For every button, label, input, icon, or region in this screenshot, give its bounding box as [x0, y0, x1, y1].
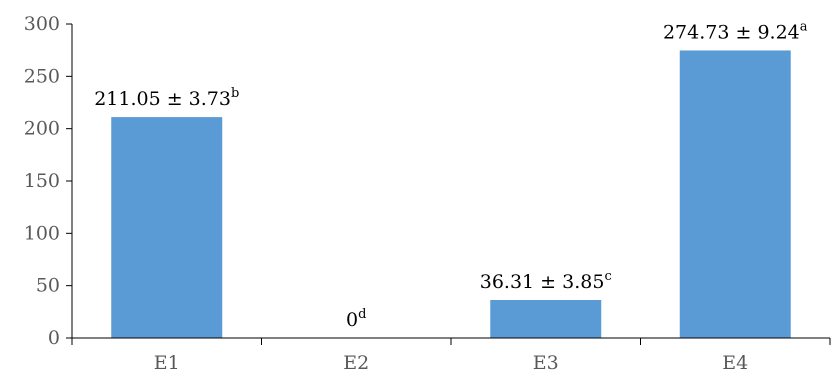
data-label-significance-letter: a	[800, 19, 808, 34]
data-label-value: 211.05 ± 3.73	[94, 88, 231, 110]
y-tick-label-250: 250	[24, 65, 60, 87]
data-label-value: 0	[346, 309, 358, 331]
y-tick-label-0: 0	[48, 327, 60, 349]
bar-e4	[679, 50, 791, 338]
data-label-value: 274.73 ± 9.24	[663, 21, 800, 43]
y-tick-label-150: 150	[24, 170, 60, 192]
y-tick-label-100: 100	[24, 222, 60, 244]
y-tick-label-300: 300	[24, 13, 60, 35]
x-tick-label-e4: E4	[722, 352, 748, 374]
data-label-e3: 36.31 ± 3.85c	[480, 269, 612, 293]
x-tick-label-e1: E1	[154, 352, 180, 374]
x-tick-label-e2: E2	[343, 352, 369, 374]
data-label-e4: 274.73 ± 9.24a	[663, 19, 808, 43]
y-tick-label-50: 50	[36, 275, 60, 297]
y-tick-label-200: 200	[24, 118, 60, 140]
bar-e1	[111, 117, 223, 338]
data-label-significance-letter: b	[231, 86, 239, 101]
bar-e3	[490, 299, 602, 338]
data-label-e2: 0d	[346, 307, 366, 331]
data-label-value: 36.31 ± 3.85	[480, 271, 605, 293]
x-tick-label-e3: E3	[533, 352, 559, 374]
data-label-e1: 211.05 ± 3.73b	[94, 86, 239, 110]
data-label-significance-letter: c	[604, 269, 611, 284]
data-label-significance-letter: d	[358, 307, 366, 322]
